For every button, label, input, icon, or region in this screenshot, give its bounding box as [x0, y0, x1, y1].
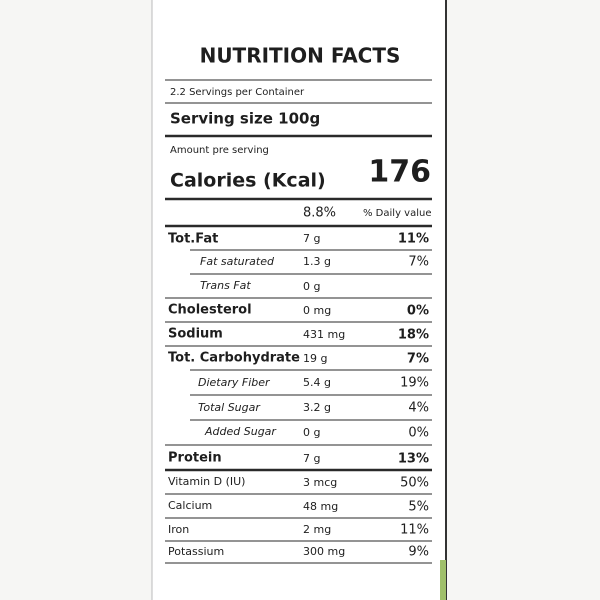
daily-value: 9%: [408, 545, 429, 560]
servings: 2.2 Servings per Container: [170, 87, 305, 98]
daily-value: 0%: [407, 304, 429, 319]
amount: 3.2 g: [303, 401, 331, 414]
nutrient: Potassium: [168, 545, 224, 558]
daily-value: 0%: [408, 426, 429, 441]
amount: 300 mg: [303, 545, 345, 558]
amount: 0 mg: [303, 304, 331, 317]
daily-value: 19%: [400, 376, 429, 391]
daily-value: 7%: [407, 352, 429, 367]
amount: 48 mg: [303, 500, 338, 513]
calories-label: Calories (Kcal): [170, 170, 326, 192]
daily-value: 4%: [408, 401, 429, 416]
nutrient: Iron: [168, 523, 189, 536]
nutrient: Tot.Fat: [168, 232, 218, 247]
daily-value: 13%: [398, 452, 429, 467]
nutrient: Cholesterol: [168, 303, 252, 318]
nutrient: Fat saturated: [200, 255, 275, 268]
daily-value-header: % Daily value: [363, 208, 431, 219]
amount: 431 mg: [303, 328, 345, 341]
nutrient: Dietary Fiber: [198, 376, 271, 389]
green-edge: [440, 560, 446, 600]
nutrient: Tot. Carbohydrate: [168, 351, 300, 366]
amount: 3 mcg: [303, 476, 337, 489]
daily-value: 5%: [408, 500, 429, 515]
nutrient: Protein: [168, 451, 222, 466]
amount: 7 g: [303, 232, 320, 245]
nutrient: Total Sugar: [198, 401, 261, 414]
nutrient: Added Sugar: [204, 425, 277, 438]
amount-per-serving: Amount pre serving: [170, 145, 269, 156]
calories-value: 176: [368, 155, 431, 190]
nutrient: Sodium: [168, 327, 223, 342]
amount: 1.3 g: [303, 255, 331, 268]
daily-value: 7%: [408, 255, 429, 270]
amount: 2 mg: [303, 523, 331, 536]
daily-value: 11%: [398, 232, 429, 247]
daily-value: 11%: [400, 523, 429, 538]
rows: Tot.Fat 7 g 11% Fat saturated 1.3 g 7% T…: [165, 232, 432, 564]
label-panel: [152, 0, 446, 600]
daily-value: 18%: [398, 328, 429, 343]
amount: 7 g: [303, 452, 320, 465]
amount: 0 g: [303, 280, 320, 293]
nutrient: Trans Fat: [200, 279, 251, 292]
nutrient: Vitamin D (IU): [168, 475, 245, 488]
serving-size: Serving size 100g: [170, 110, 320, 128]
nutrient: Calcium: [168, 499, 212, 512]
amount: 0 g: [303, 426, 320, 439]
percent: 8.8%: [303, 206, 336, 221]
amount: 19 g: [303, 352, 327, 365]
daily-value: 50%: [400, 476, 429, 491]
amount: 5.4 g: [303, 376, 331, 389]
title: NUTRITION FACTS: [200, 44, 401, 68]
